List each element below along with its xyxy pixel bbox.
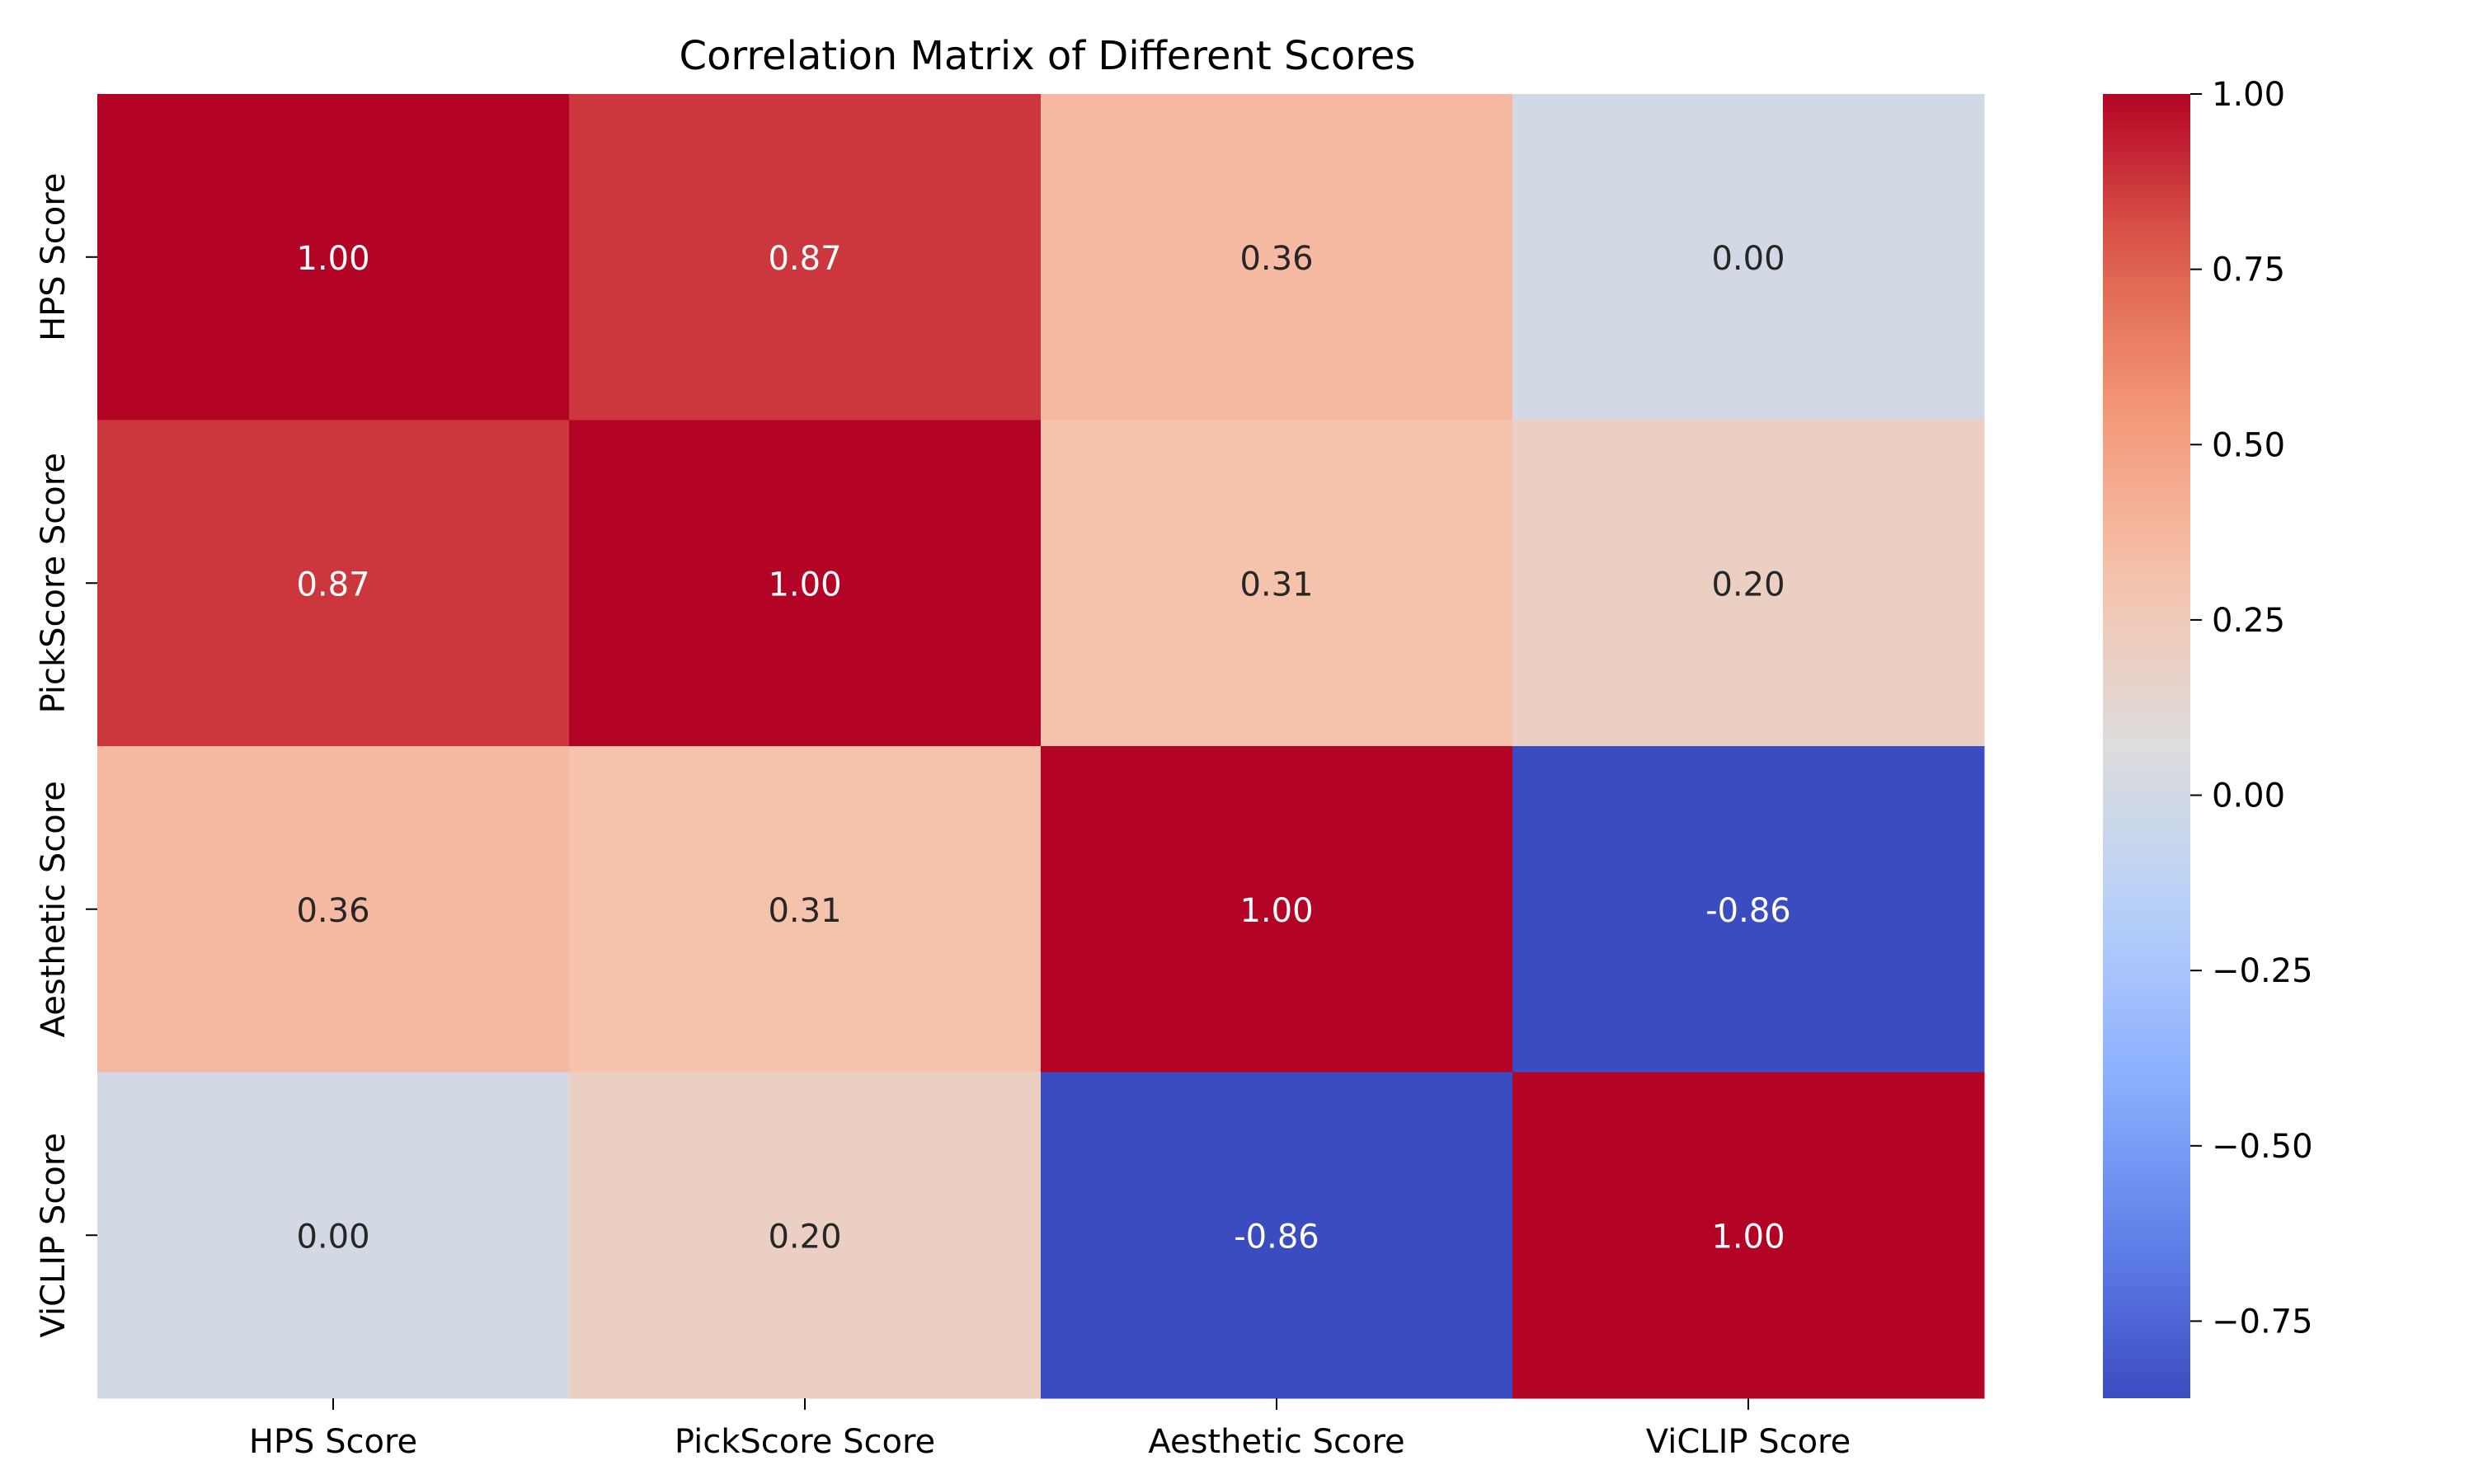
cell-label: 1.00: [1711, 1218, 1785, 1256]
cell-label: 1.00: [296, 240, 369, 278]
colorbar: [2103, 94, 2190, 1398]
heatmap-cells: 1.00 0.87 0.36 0.00 0.87 1.00 0.31 0.20 0.36 0.31…: [97, 94, 1985, 1399]
x-tick-label: HPS Score: [249, 1423, 417, 1461]
colorbar-tick-label: 1.00: [2212, 76, 2285, 114]
cell-label: 0.00: [1711, 240, 1785, 278]
heatmap-cell: [1512, 94, 1985, 420]
cell-label: 0.87: [768, 240, 841, 278]
heatmap-cell: [97, 94, 570, 420]
heatmap-cell: [97, 420, 570, 747]
x-axis: HPS Score PickScore Score Aesthetic Score V…: [249, 1398, 1851, 1461]
heatmap-cell: [569, 1072, 1042, 1399]
heatmap-cell: [1041, 1072, 1513, 1399]
heatmap-cell: [1041, 420, 1513, 747]
cell-label: 0.20: [1711, 566, 1785, 603]
cell-label: 0.36: [1239, 240, 1313, 278]
colorbar-tick-label: −0.50: [2212, 1128, 2313, 1166]
heatmap-cell: [569, 420, 1042, 747]
cell-label: 1.00: [768, 566, 841, 603]
y-tick-label: Aesthetic Score: [35, 781, 73, 1037]
colorbar-axis: 1.00 0.75 0.50 0.25 0.00 −0.25 −0.50 −0.75: [2190, 76, 2313, 1341]
cell-label: 0.31: [768, 892, 841, 930]
y-tick-label: ViCLIP Score: [35, 1133, 73, 1337]
heatmap-cell: [569, 94, 1042, 420]
heatmap-cell: [97, 1072, 570, 1399]
y-tick-label: HPS Score: [35, 173, 73, 341]
cell-label: 0.20: [768, 1218, 841, 1256]
cell-label: -0.86: [1705, 892, 1791, 930]
cell-label: -0.86: [1234, 1218, 1319, 1256]
x-tick-label: PickScore Score: [675, 1423, 935, 1461]
y-tick-label: PickScore Score: [35, 453, 73, 713]
heatmap-cell: [1512, 420, 1985, 747]
chart-title: Correlation Matrix of Different Scores: [680, 33, 1416, 79]
cell-label: 0.36: [296, 892, 369, 930]
colorbar-tick-label: 0.75: [2212, 251, 2285, 289]
heatmap-cell: [1041, 746, 1513, 1073]
colorbar-tick-label: 0.25: [2212, 602, 2285, 640]
heatmap-cell: [97, 746, 570, 1073]
cell-label: 0.87: [296, 566, 369, 603]
heatmap-cell: [1512, 1072, 1985, 1399]
cell-label: 1.00: [1239, 892, 1313, 930]
cell-label: 0.00: [296, 1218, 369, 1256]
colorbar-tick-label: 0.50: [2212, 426, 2285, 464]
cell-label: 0.31: [1239, 566, 1313, 603]
colorbar-tick-label: −0.25: [2212, 952, 2313, 990]
heatmap-cell: [569, 746, 1042, 1073]
x-tick-label: Aesthetic Score: [1148, 1423, 1404, 1461]
y-axis: HPS Score PickScore Score Aesthetic Score V…: [35, 173, 97, 1337]
x-tick-label: ViCLIP Score: [1646, 1423, 1851, 1461]
heatmap-cell: [1512, 746, 1985, 1073]
heatmap-cell: [1041, 94, 1513, 420]
colorbar-tick-label: −0.75: [2212, 1303, 2313, 1341]
colorbar-tick-label: 0.00: [2212, 777, 2285, 815]
